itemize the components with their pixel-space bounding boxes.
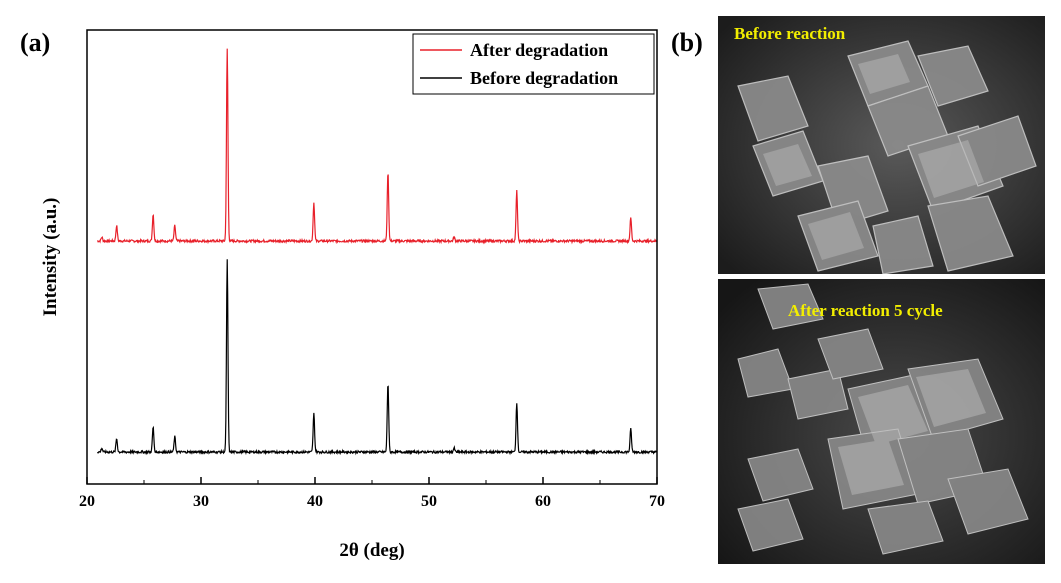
sem-image-after: After reaction 5 cycle (718, 279, 1045, 564)
legend-label-before: Before degradation (470, 68, 618, 88)
x-axis-title: 2θ (deg) (339, 540, 404, 561)
legend-box (412, 33, 655, 95)
x-tick-label-40: 40 (307, 493, 323, 510)
series-group (96, 48, 658, 456)
legend-label-after: After degradation (470, 40, 608, 60)
sem-image-before: Before reaction (718, 16, 1045, 274)
y-axis-title: Intensity (a.u.) (40, 198, 61, 317)
x-tick-label-70: 70 (649, 493, 665, 510)
panel-a-label: (a) (20, 28, 51, 57)
sem-after-graphic (718, 279, 1045, 564)
sem-before-graphic (718, 16, 1045, 274)
x-tick-label-30: 30 (193, 493, 209, 510)
x-tick-label-20: 20 (79, 493, 95, 510)
sem-before-caption: Before reaction (734, 24, 846, 43)
x-tick-label-50: 50 (421, 493, 437, 510)
panel-b-label: (b) (671, 28, 703, 57)
series-line-before (96, 259, 657, 456)
series-line-after (97, 48, 658, 245)
x-ticks: 20 30 40 50 60 70 (79, 477, 665, 510)
sem-after-caption: After reaction 5 cycle (788, 301, 943, 320)
x-tick-label-60: 60 (535, 493, 551, 510)
legend: After degradation Before degradation (412, 33, 655, 95)
plot-frame (86, 29, 658, 485)
